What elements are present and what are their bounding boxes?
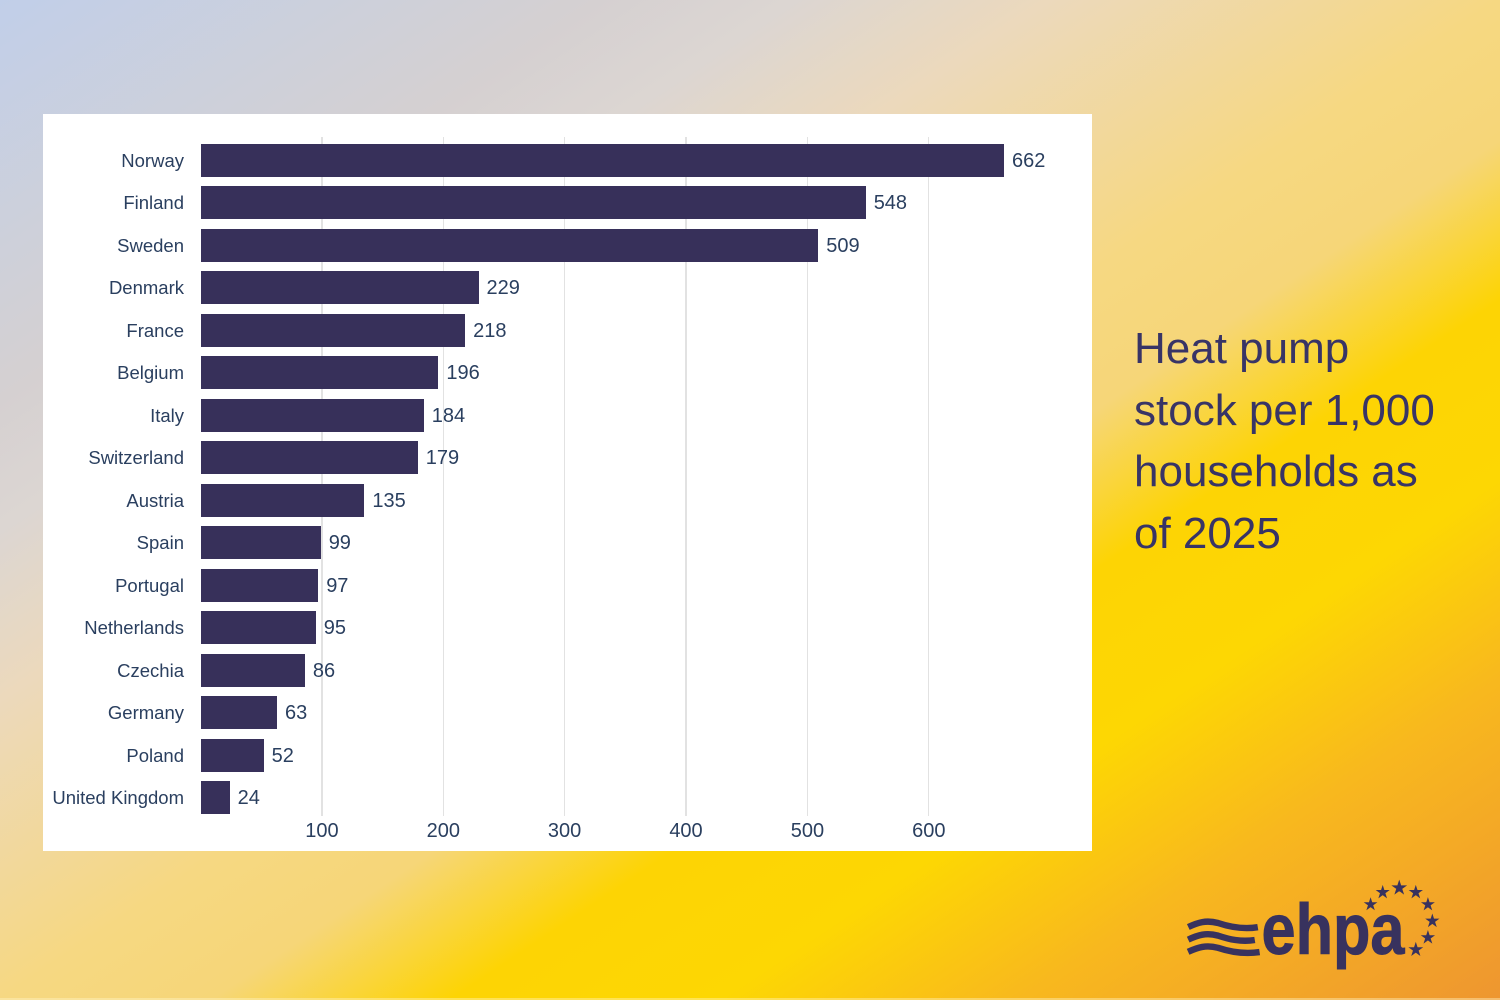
svg-text:ehpa: ehpa — [1262, 891, 1405, 970]
